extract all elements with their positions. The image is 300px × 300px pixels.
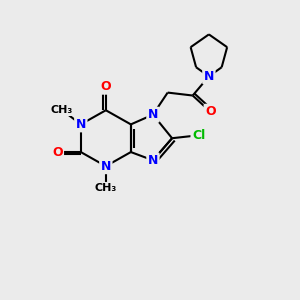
Text: O: O [205, 105, 216, 118]
Text: Cl: Cl [192, 129, 205, 142]
Text: N: N [100, 160, 111, 173]
Text: N: N [204, 70, 214, 83]
Text: CH₃: CH₃ [95, 183, 117, 193]
Text: O: O [100, 80, 111, 93]
Text: CH₃: CH₃ [50, 105, 73, 115]
Text: O: O [52, 146, 63, 159]
Text: N: N [148, 108, 158, 121]
Text: N: N [148, 154, 158, 167]
Text: N: N [76, 118, 86, 131]
